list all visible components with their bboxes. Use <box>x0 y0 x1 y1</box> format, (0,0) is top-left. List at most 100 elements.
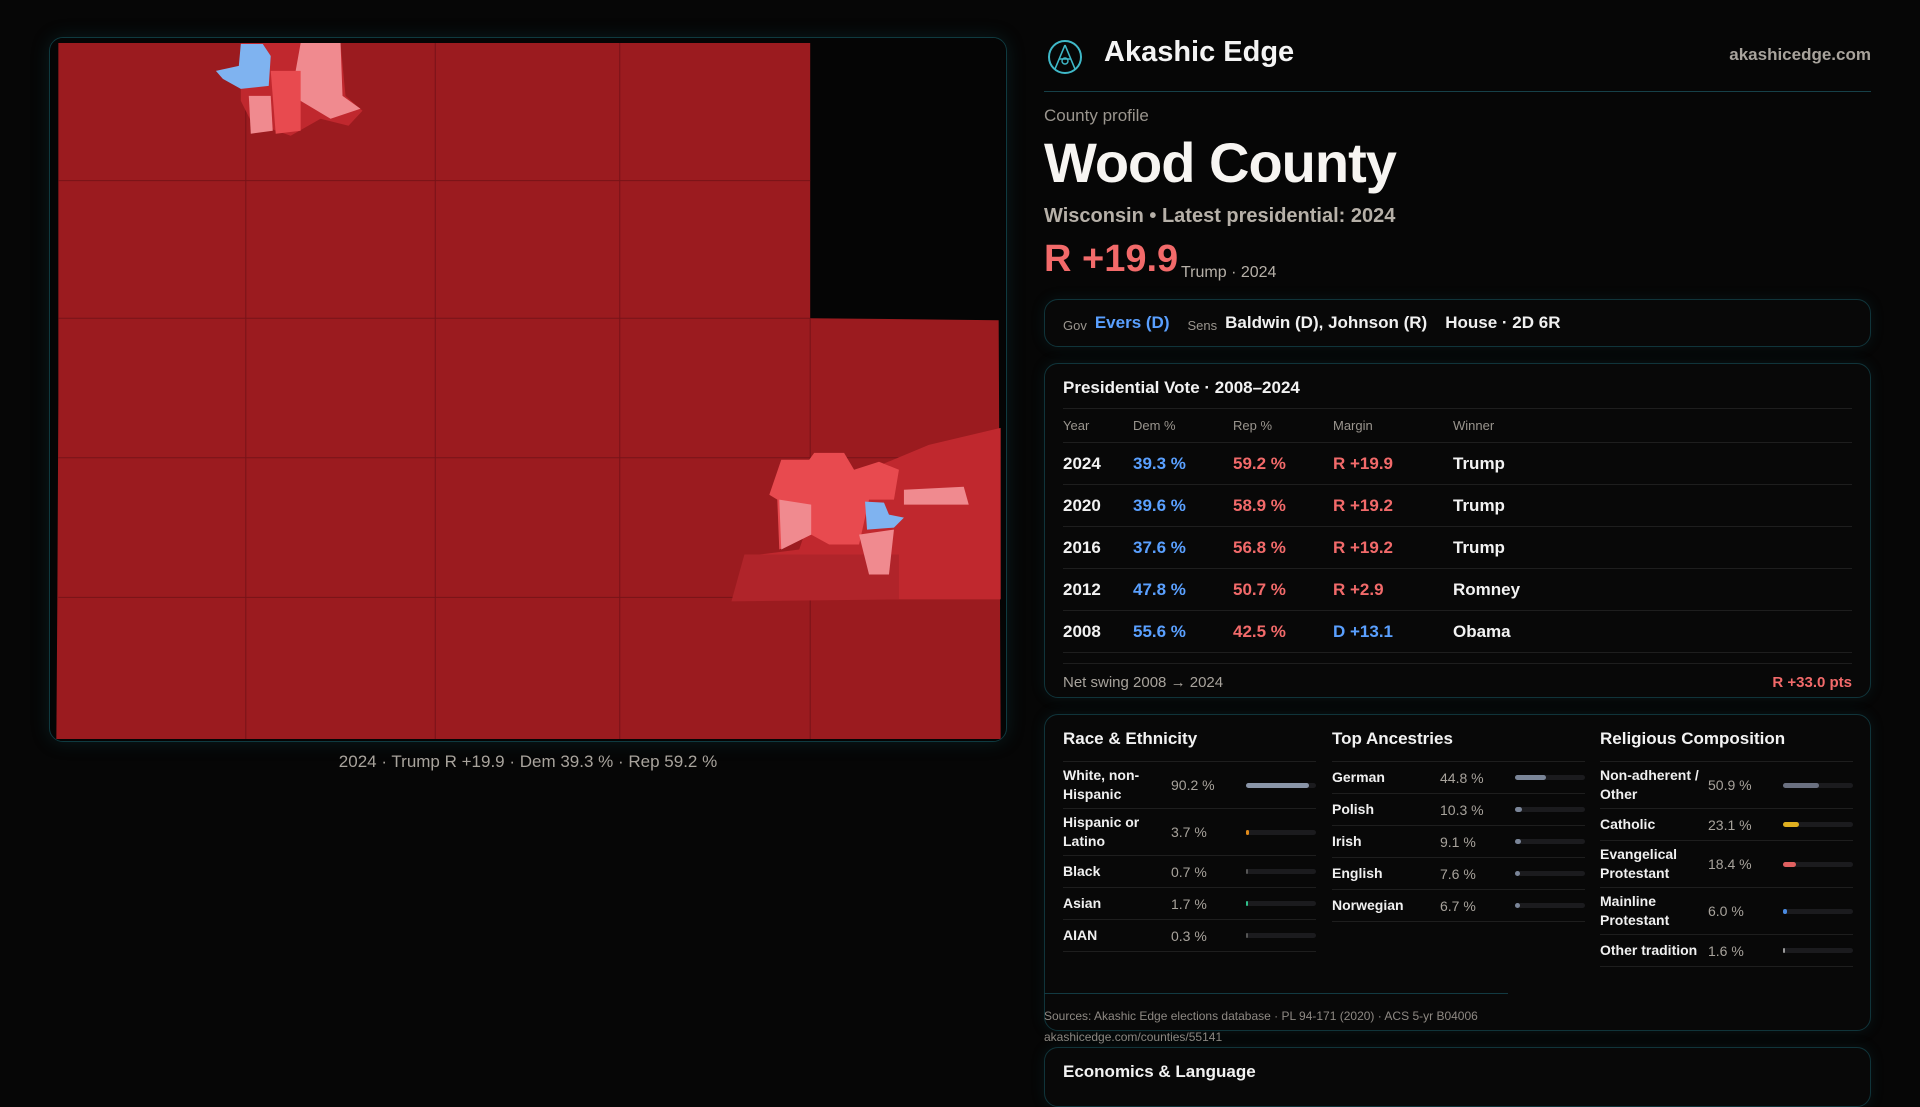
table-header: Year Dem % Rep % Margin Winner <box>1063 409 1852 443</box>
list-item: Evangelical Protestant 18.4 % <box>1600 841 1853 888</box>
rep-pct: 50.7 % <box>1233 579 1286 599</box>
year: 2008 <box>1063 621 1101 641</box>
table-row: 2012 47.8 % 50.7 % R +2.9 Romney <box>1063 569 1852 611</box>
senators: Baldwin (D), Johnson (R) <box>1225 313 1428 332</box>
table-row: 2024 39.3 % 59.2 % R +19.9 Trump <box>1063 443 1852 485</box>
item-pct: 0.7 % <box>1171 863 1207 880</box>
item-bar <box>1515 839 1585 844</box>
item-name: Evangelical Protestant <box>1600 846 1678 881</box>
item-name: AIAN <box>1063 927 1098 943</box>
item-bar-fill <box>1783 782 1819 788</box>
item-name: Polish <box>1332 801 1375 817</box>
township-borders <box>58 42 1001 740</box>
panel-title: Presidential Vote · 2008–2024 <box>1063 378 1852 409</box>
presidential-vote-panel: Presidential Vote · 2008–2024 Year Dem %… <box>1044 363 1871 698</box>
item-bar-fill <box>1515 871 1521 876</box>
sources-text: Sources: Akashic Edge elections database… <box>1044 1009 1478 1023</box>
item-name: Other tradition <box>1600 942 1698 958</box>
precinct-tilt-r-se <box>779 499 812 550</box>
section-title: Top Ancestries <box>1332 729 1585 762</box>
winner: Romney <box>1453 579 1521 599</box>
net-swing: Net swing 2008 → 2024 R +33.0 pts <box>1063 663 1852 691</box>
list-item: Black 0.7 % <box>1063 856 1316 888</box>
item-pct: 1.6 % <box>1708 942 1744 959</box>
precinct-tilt-r-se3 <box>903 486 969 505</box>
precinct-dem-north <box>215 43 271 89</box>
item-pct: 44.8 % <box>1440 769 1484 786</box>
item-name: White, non-Hispanic <box>1063 767 1140 802</box>
item-bar <box>1783 822 1853 827</box>
year: 2020 <box>1063 495 1101 515</box>
item-pct: 10.3 % <box>1440 801 1484 818</box>
demographics-panel: Race & Ethnicity White, non-Hispanic 90.… <box>1044 714 1871 1031</box>
item-pct: 0.3 % <box>1171 927 1207 944</box>
item-bar-fill <box>1515 903 1520 908</box>
page-title: Wood County <box>1044 131 1397 194</box>
item-bar-fill <box>1783 822 1800 827</box>
section-title: Race & Ethnicity <box>1063 729 1316 762</box>
item-bar-fill <box>1246 869 1248 874</box>
margin: R +19.2 <box>1333 495 1394 515</box>
race-section: Race & Ethnicity White, non-Hispanic 90.… <box>1063 729 1316 952</box>
item-pct: 50.9 % <box>1708 777 1752 793</box>
col-rep: Rep % <box>1233 418 1273 433</box>
item-bar <box>1246 829 1316 835</box>
ancestry-section: Top Ancestries German 44.8 % Polish 10.3… <box>1332 729 1585 922</box>
winner: Trump <box>1453 537 1505 557</box>
list-item: English 7.6 % <box>1332 858 1585 890</box>
item-bar <box>1783 861 1853 867</box>
item-pct: 9.1 % <box>1440 833 1476 850</box>
item-name: English <box>1332 865 1383 881</box>
list-item: AIAN 0.3 % <box>1063 920 1316 952</box>
site-link[interactable]: akashicedge.com <box>1729 45 1871 64</box>
page-subtitle: Wisconsin • Latest presidential: 2024 <box>1044 205 1396 227</box>
list-item: Irish 9.1 % <box>1332 826 1585 858</box>
item-bar-fill <box>1783 948 1785 953</box>
dem-pct: 37.6 % <box>1133 537 1186 557</box>
house-delegation: House · 2D 6R <box>1445 313 1561 332</box>
item-bar-fill <box>1246 901 1248 906</box>
item-bar-fill <box>1515 775 1547 780</box>
source-url[interactable]: akashicedge.com/counties/55141 <box>1044 1030 1223 1044</box>
col-winner: Winner <box>1453 418 1495 433</box>
item-pct: 7.6 % <box>1440 865 1476 882</box>
precinct-lean-r-north2 <box>270 70 301 134</box>
item-bar <box>1783 908 1853 914</box>
item-bar <box>1246 901 1316 906</box>
col-year: Year <box>1063 418 1090 433</box>
swing-label: Net swing 2008 → 2024 <box>1063 674 1224 691</box>
item-pct: 18.4 % <box>1708 856 1752 872</box>
precinct-tilt-r-se2 <box>859 529 894 575</box>
officials-bar: Gov Evers (D) Sens Baldwin (D), Johnson … <box>1044 299 1871 347</box>
margin: R +2.9 <box>1333 579 1384 599</box>
item-name: German <box>1332 769 1385 785</box>
swing-value: R +33.0 pts <box>1772 674 1852 691</box>
list-item: German 44.8 % <box>1332 762 1585 794</box>
sources: Sources: Akashic Edge elections database… <box>1044 993 1508 1048</box>
year: 2016 <box>1063 537 1101 557</box>
item-pct: 6.7 % <box>1440 897 1476 914</box>
item-pct: 23.1 % <box>1708 816 1752 833</box>
item-bar-fill <box>1515 807 1523 812</box>
item-bar <box>1246 933 1316 938</box>
list-item: White, non-Hispanic 90.2 % <box>1063 762 1316 809</box>
col-dem: Dem % <box>1133 418 1176 433</box>
item-name: Norwegian <box>1332 897 1404 913</box>
precinct-tilt-r-north <box>295 42 361 119</box>
table-row: 2008 55.6 % 42.5 % D +13.1 Obama <box>1063 611 1852 653</box>
item-pct: 90.2 % <box>1171 777 1215 793</box>
rep-pct: 56.8 % <box>1233 537 1286 557</box>
table-row: 2016 37.6 % 56.8 % R +19.2 Trump <box>1063 527 1852 569</box>
item-bar-fill <box>1246 782 1310 788</box>
headline-margin: R +19.9 <box>1044 238 1179 280</box>
list-item: Asian 1.7 % <box>1063 888 1316 920</box>
county-map[interactable] <box>49 37 1007 742</box>
item-bar <box>1246 782 1316 788</box>
dem-pct: 39.3 % <box>1133 453 1186 473</box>
margin: D +13.1 <box>1333 621 1394 641</box>
list-item: Mainline Protestant 6.0 % <box>1600 888 1853 935</box>
header: Akashic Edge akashicedge.com <box>1044 36 1871 92</box>
item-bar-fill <box>1246 933 1248 938</box>
winner: Obama <box>1453 621 1511 641</box>
precinct-safe-strip <box>731 554 899 602</box>
